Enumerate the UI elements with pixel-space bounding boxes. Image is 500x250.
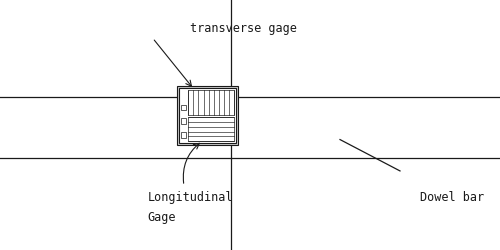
Text: Dowel bar: Dowel bar [420,190,484,203]
Text: Longitudinal: Longitudinal [148,190,233,203]
Text: Gage: Gage [148,210,176,223]
Bar [182,133,186,138]
Bar [182,105,186,111]
Bar [182,119,186,124]
Text: transverse gage: transverse gage [190,22,297,35]
Bar [179,89,236,144]
Bar [177,87,238,146]
Bar [188,117,234,142]
Bar [188,91,234,115]
